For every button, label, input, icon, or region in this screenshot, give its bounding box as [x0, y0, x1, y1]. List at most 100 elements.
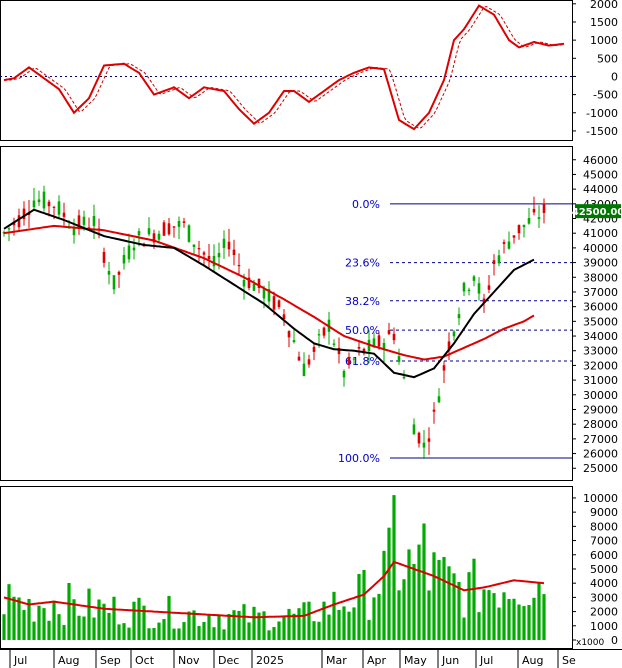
volume-bar — [147, 628, 151, 640]
volume-average — [3, 560, 545, 619]
volume-bar — [212, 627, 216, 640]
macd-tick-label: -1500 — [586, 125, 618, 138]
volume-bar — [357, 573, 361, 640]
volume-bar — [87, 588, 91, 640]
candle-body — [397, 356, 401, 362]
macd-signal-line — [4, 5, 565, 130]
volume-bar — [242, 604, 246, 640]
volume-bar — [542, 594, 546, 640]
volume-bar — [412, 563, 416, 640]
candle-body — [72, 227, 76, 236]
volume-bar — [172, 628, 176, 640]
volume-bar — [272, 627, 276, 640]
last-price-label: 42500.00 — [572, 207, 622, 218]
candle-body — [52, 206, 56, 208]
volume-bar — [482, 589, 486, 640]
volume-bar — [62, 625, 66, 640]
price-tick-label: 40000 — [583, 242, 618, 255]
fib-level-label: 0.0% — [352, 198, 380, 211]
volume-bar — [302, 602, 306, 640]
volume-bar — [522, 606, 526, 640]
candle-body — [172, 226, 176, 228]
volume-tick-label: 6000 — [590, 549, 618, 562]
volume-bar — [437, 559, 441, 640]
volume-tick-label: 9000 — [590, 506, 618, 519]
candle-body — [117, 271, 121, 275]
candle-body — [437, 396, 441, 403]
candle-body — [107, 271, 111, 275]
price-tick-label: 34000 — [583, 330, 618, 343]
month-label: 2025 — [256, 654, 284, 667]
volume-bar — [92, 617, 96, 640]
volume-bar — [297, 608, 301, 640]
volume-bar — [167, 595, 171, 640]
volume-bar — [12, 596, 16, 640]
price-tick-label: 33000 — [583, 345, 618, 358]
candle-body — [312, 346, 316, 352]
candle-body — [112, 275, 116, 290]
volume-bar — [427, 590, 431, 640]
candle-body — [222, 238, 226, 248]
volume-bar — [47, 620, 51, 640]
macd-tick-label: 1000 — [590, 34, 618, 47]
candle-body — [242, 279, 246, 287]
volume-tick-label: 4000 — [590, 577, 618, 590]
month-label: May — [404, 654, 427, 667]
price-tick-label: 39000 — [583, 257, 618, 270]
volume-bar — [477, 612, 481, 640]
candle-body — [237, 264, 241, 267]
price-tick-label: 38000 — [583, 271, 618, 284]
volume-bar — [472, 558, 476, 640]
candle-body — [232, 249, 236, 256]
candle-body — [7, 228, 11, 230]
candle-body — [452, 331, 456, 337]
volume-tick-label: 7000 — [590, 535, 618, 548]
candle-body — [422, 442, 426, 448]
candle-body — [162, 222, 166, 236]
candle-body — [537, 217, 541, 219]
volume-bar — [72, 599, 76, 640]
candle-body — [102, 251, 106, 263]
volume-bar — [257, 612, 261, 640]
candle-body — [507, 241, 511, 249]
volume-bar — [142, 605, 146, 640]
candle-body — [352, 358, 356, 360]
candle-body — [337, 347, 341, 355]
volume-bar — [352, 607, 356, 640]
price-tick-label: 35000 — [583, 315, 618, 328]
candle-body — [427, 438, 431, 442]
price-tick-label: 29000 — [583, 403, 618, 416]
volume-bar — [457, 581, 461, 640]
candlesticks — [2, 185, 546, 460]
candle-body — [467, 289, 471, 292]
volume-bar — [2, 614, 6, 640]
volume-bar — [492, 593, 496, 640]
candle-body — [197, 248, 201, 250]
volume-bar — [447, 566, 451, 640]
month-label: Jul — [479, 654, 493, 667]
volume-bar — [122, 623, 126, 640]
volume-bar — [462, 617, 466, 640]
volume-tick-label: 1000 — [590, 620, 618, 633]
candle-body — [137, 231, 141, 236]
volume-bar — [497, 607, 501, 640]
volume-tick-label: 2000 — [590, 606, 618, 619]
candle-body — [267, 289, 271, 302]
ma-red-line — [3, 224, 535, 361]
month-label: Aug — [58, 654, 79, 667]
candle-body — [187, 225, 191, 242]
volume-bar — [322, 601, 326, 640]
volume-bar — [517, 604, 521, 640]
volume-panel — [0, 486, 573, 649]
volume-bar — [67, 582, 71, 640]
month-label: Sep — [100, 654, 121, 667]
candle-body — [47, 201, 51, 207]
last-price-marker: 42500.00 — [572, 204, 622, 219]
candle-body — [292, 340, 296, 343]
volume-bar — [307, 601, 311, 640]
macd-lines — [3, 4, 565, 131]
volume-bar — [532, 597, 536, 640]
volume-bar — [192, 610, 196, 640]
